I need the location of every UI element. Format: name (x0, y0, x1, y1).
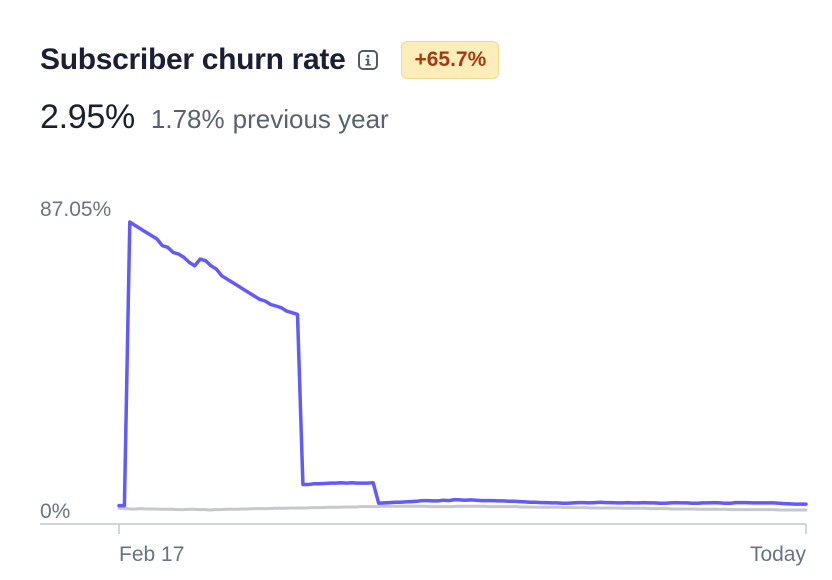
y-tick-label-top: 87.05% (40, 198, 111, 221)
series-line-previous (117, 504, 808, 512)
series-line-current (117, 220, 808, 508)
x-tick-label-end: Today (750, 543, 807, 566)
chart-header: Subscriber churn rate +65.7% (40, 38, 500, 82)
summary: 2.95% 1.78% previous year (40, 98, 389, 137)
chart-title: Subscriber churn rate (40, 43, 346, 76)
change-badge: +65.7% (401, 41, 500, 79)
series-layer (117, 220, 808, 512)
previous-label: previous year (232, 104, 389, 134)
previous-value: 1.78% (150, 104, 225, 134)
y-tick-label-bottom: 0% (40, 500, 70, 523)
current-value: 2.95% (40, 98, 135, 136)
info-icon[interactable] (357, 49, 379, 71)
info-icon-graphic (358, 50, 379, 70)
x-tick-label-start: Feb 17 (119, 543, 184, 566)
